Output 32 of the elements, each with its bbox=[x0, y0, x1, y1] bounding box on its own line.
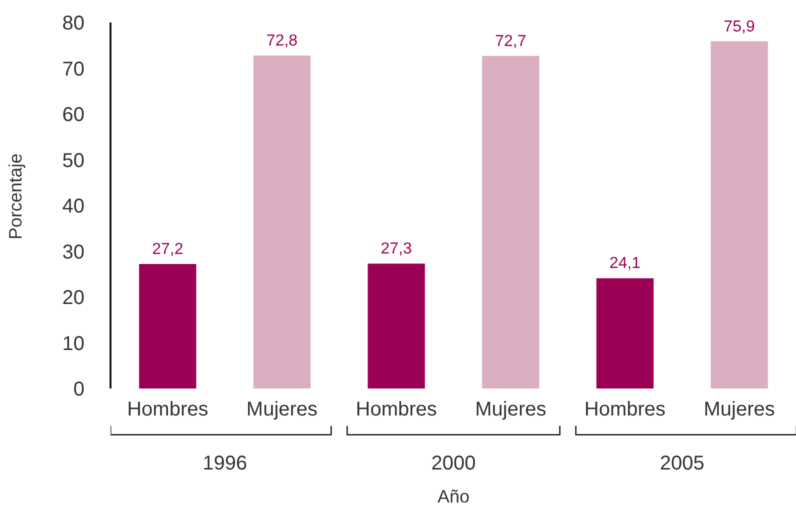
bar bbox=[368, 264, 425, 388]
series-label: Mujeres bbox=[246, 398, 318, 420]
data-label: 75,9 bbox=[724, 18, 756, 36]
y-tick-label: 60 bbox=[62, 104, 85, 126]
data-label: 72,7 bbox=[495, 32, 526, 50]
y-tick-label: 20 bbox=[62, 287, 85, 309]
y-tick-label: 80 bbox=[62, 12, 85, 34]
bar bbox=[482, 56, 540, 388]
y-tick-label: 10 bbox=[62, 332, 85, 355]
text: Mujeres bbox=[475, 398, 546, 420]
y-axis-title: Porcentaje bbox=[5, 153, 26, 240]
y-tick-label: 30 bbox=[62, 241, 85, 264]
y-tick-label: 40 bbox=[62, 196, 85, 218]
y-tick-label: 0 bbox=[73, 378, 84, 400]
data-label: 24,1 bbox=[609, 255, 641, 272]
data-label: 72,8 bbox=[266, 32, 298, 50]
text: Hombres bbox=[356, 398, 437, 420]
x-axis-title: Año bbox=[437, 486, 470, 506]
x-tick-label: 1996 bbox=[202, 452, 248, 474]
text: Mujeres bbox=[704, 398, 775, 420]
series-label: Hombres bbox=[584, 398, 666, 420]
y-tick-label: 50 bbox=[62, 150, 85, 172]
data-label: 27,3 bbox=[380, 240, 412, 258]
x-tick-label: 2005 bbox=[660, 452, 704, 474]
bar bbox=[139, 264, 196, 388]
bar bbox=[710, 41, 768, 388]
y-tick-label: 70 bbox=[62, 58, 85, 80]
bar bbox=[596, 278, 654, 388]
x-tick-label: 2000 bbox=[431, 452, 476, 474]
data-label: 27,2 bbox=[152, 241, 184, 258]
text: Hombres bbox=[127, 398, 208, 420]
bar bbox=[253, 55, 311, 388]
